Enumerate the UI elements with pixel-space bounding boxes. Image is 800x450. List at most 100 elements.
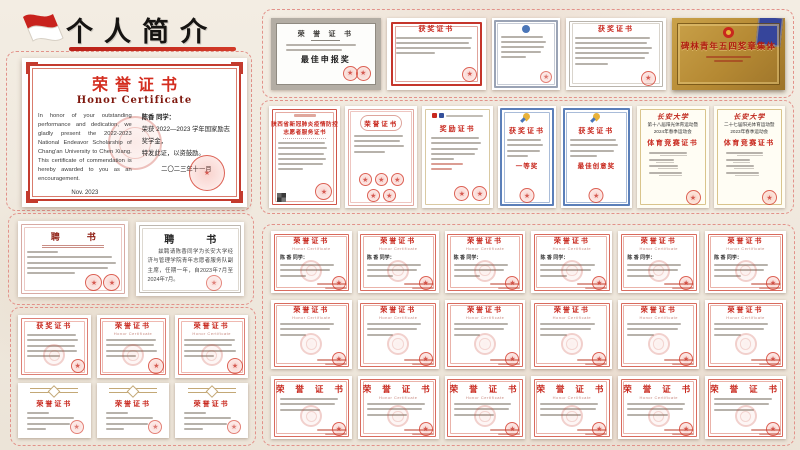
- title-scroll-banner: 荣誉证书: [360, 115, 402, 131]
- certificate-subtitle: Honor Certificate: [465, 246, 505, 251]
- red-seal: [685, 190, 701, 205]
- main-certificate-group: [6, 51, 252, 211]
- page-title: 个人简介: [66, 17, 218, 48]
- corner-ornament: [26, 191, 38, 203]
- certificate-title: 奖励证书: [439, 124, 476, 133]
- watermark-seal: [647, 405, 670, 428]
- text-lines: [566, 36, 666, 65]
- certificate-thumbnail: 荣誉证书: [175, 383, 249, 438]
- red-seal: [189, 155, 225, 191]
- university-logo-text: 长安大学: [656, 112, 689, 121]
- red-seal: [148, 420, 163, 434]
- honor-certificate-thumbnail: 荣誉证书 Honor Certificate: [271, 300, 352, 369]
- honor-certificate-thumbnail: 荣 誉 证 书: [705, 376, 786, 439]
- red-seal: [418, 276, 433, 290]
- certificate-thumbnail: 获奖证书: [386, 17, 487, 90]
- watermark-seal: [474, 405, 497, 428]
- certificate-thumbnail: 荣誉证书: [345, 106, 417, 208]
- recipient-name: 陈香 同学：: [141, 114, 175, 121]
- letter-body: 兹聘请陈香同学为长安大学经济与管理学院青年志愿者服务队副主席，任期一年，自202…: [147, 249, 233, 284]
- honor-certificate-thumbnail: 荣 誉 证 书 Honor Certificate: [531, 376, 613, 439]
- title-underline: [69, 47, 236, 51]
- red-seal: [462, 66, 478, 82]
- text-lines: [618, 323, 699, 336]
- certificate-title: 获奖证书: [578, 126, 615, 135]
- red-seal: [454, 186, 470, 201]
- red-seal: [640, 70, 656, 86]
- certificate-subtitle: Honor Certificate: [292, 246, 331, 251]
- certificate-subtitle: Honor Certificate: [552, 315, 592, 320]
- honor-certificate-thumbnail: 荣 誉 证 书 Honor Certificate: [444, 376, 526, 439]
- red-seal: [679, 422, 694, 436]
- red-seal: [679, 276, 694, 290]
- watermark-seal: [734, 333, 757, 356]
- letter-title: 聘 书: [50, 233, 105, 243]
- certificate-thumbnail: 获奖证书: [18, 315, 91, 378]
- red-seal: [765, 276, 780, 290]
- watermark-seal: [43, 344, 66, 367]
- header-logo-strip: [293, 114, 316, 117]
- appointment-letter: 聘 书: [18, 221, 129, 297]
- chinese-line: 荣获 2022—2023 学年国家励志奖学金，: [141, 125, 230, 145]
- certificates-row: 荣誉证书 荣誉证书 荣誉证书: [18, 383, 249, 438]
- qr-code: [277, 193, 286, 202]
- torch-logo-icon: [522, 111, 532, 122]
- recipient-name: 陈 香 同学：: [453, 255, 482, 261]
- text-lines: [387, 36, 487, 55]
- event-name-line1: 第十八届阳光体育运动暨: [647, 122, 699, 127]
- certificate-thumbnail: 陕西省新冠肺炎疫情防控 志愿者服务证书: [269, 106, 341, 208]
- flourish-ornament: [187, 388, 236, 393]
- chinese-date: 二〇二三年十一月: [161, 165, 212, 173]
- corner-ornament: [26, 62, 38, 74]
- red-seal: [315, 183, 333, 200]
- honor-certificate-thumbnail: 荣誉证书 Honor Certificate 陈 香 同学：: [705, 231, 786, 293]
- event-name-line2: 2023年春季运动会: [730, 128, 769, 134]
- text-lines: [269, 142, 340, 171]
- text-lines: [705, 398, 786, 411]
- certificate-subtitle: Honor Certificate: [465, 315, 505, 320]
- certificate-title: 荣誉证书: [364, 120, 399, 128]
- honor-certificate-thumbnail: 荣 誉 证 书: [271, 376, 352, 439]
- issuer-lines: [697, 55, 760, 62]
- flourish-ornament: [30, 388, 79, 393]
- certificate-title: 获奖证书: [418, 23, 455, 33]
- red-seal: [382, 189, 396, 202]
- watermark-seal: [647, 333, 670, 356]
- certificate-title: 荣 誉 证 书: [275, 385, 347, 395]
- certificate-title: 荣 誉 证 书: [297, 28, 354, 38]
- recipient-name: 陈 香 同学：: [366, 255, 395, 261]
- watermark-seal: [300, 333, 323, 356]
- watermark-seal: [474, 333, 497, 356]
- certificate-title-en: Honor Certificate: [76, 95, 193, 106]
- certificate-title: 荣誉证书: [193, 399, 230, 408]
- certificate-title: 体育竞赛证书: [647, 137, 699, 147]
- red-seal: [85, 274, 103, 291]
- certificate-title-cn: 荣誉证书: [91, 75, 184, 94]
- honor-certificate-thumbnail: 荣誉证书 Honor Certificate 陈 香 同学：: [357, 231, 439, 293]
- certificate-title: 荣誉证书: [553, 236, 590, 245]
- red-seal: [519, 188, 535, 203]
- honor-certificate-thumbnail: 荣誉证书 Honor Certificate 陈 香 同学：: [444, 231, 526, 293]
- certificate-title: 荣誉证书: [293, 305, 330, 314]
- text-lines: [492, 35, 560, 59]
- certificate-body-english: In honor of your outstanding performance…: [38, 112, 132, 198]
- certificate-thumbnail: 荣 誉 证 书最佳申报奖: [271, 17, 381, 90]
- red-seal: [69, 420, 84, 434]
- watermark-seal: [107, 115, 162, 170]
- certificate-border: [28, 64, 241, 201]
- red-seal: [358, 173, 372, 186]
- honor-certificate-thumbnail: 荣誉证书 Honor Certificate 陈 香 同学：: [531, 231, 613, 293]
- watermark-seal: [387, 259, 410, 282]
- watermark-seal: [474, 259, 497, 282]
- watermark-seal: [560, 259, 583, 282]
- red-seal: [679, 352, 694, 366]
- honor-certificate-thumbnail: 荣誉证书 Honor Certificate 陈 香 同学：: [618, 231, 700, 293]
- certificate-body-chinese: 陈香 同学： 荣获 2022—2023 学年国家励志奖学金， 特发此证，以资鼓励…: [132, 112, 231, 198]
- red-seal: [103, 274, 121, 291]
- certificate-subtitle: Honor Certificate: [726, 315, 765, 320]
- honor-certificate-thumbnail: 荣誉证书 Honor Certificate: [531, 300, 613, 369]
- red-seal: [765, 352, 780, 366]
